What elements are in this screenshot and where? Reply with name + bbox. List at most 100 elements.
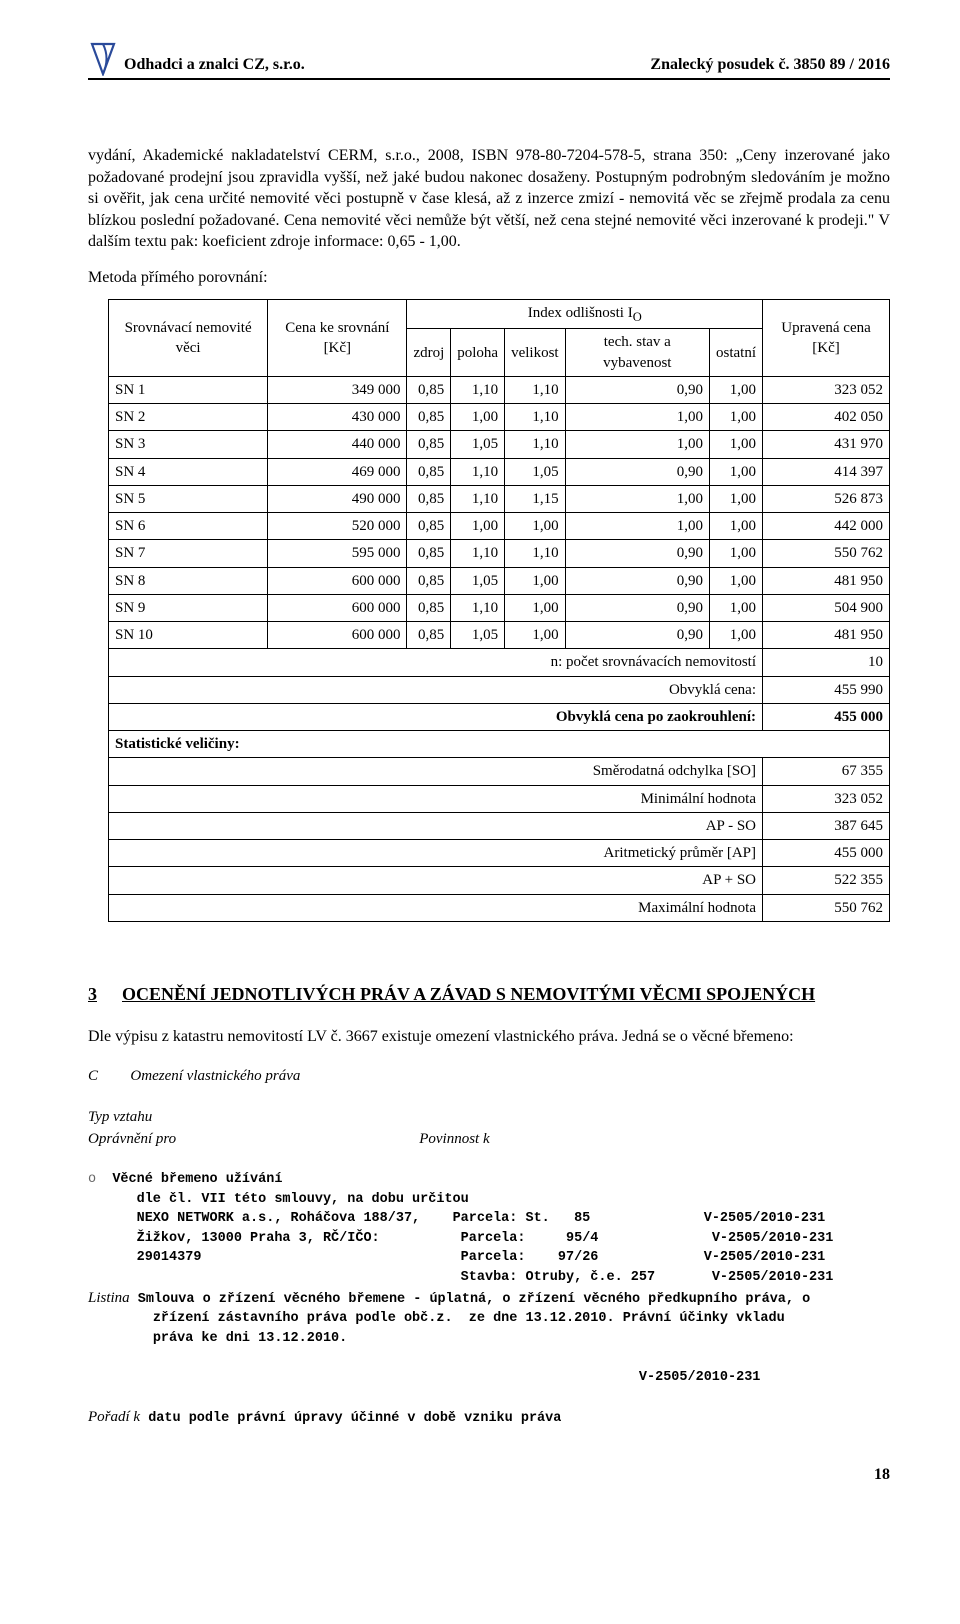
table-row: SN 8600 0000,851,051,000,901,00481 950 [109,567,890,594]
cell-z: 0,85 [407,376,451,403]
scan-l3b: Parcela: 97/26 [461,1250,599,1265]
cell-name: SN 2 [109,404,268,431]
summary-label: Směrodatná odchylka [SO] [109,758,763,785]
intro-paragraph: vydání, Akademické nakladatelství CERM, … [88,145,890,253]
cell-p: 1,10 [451,485,505,512]
summary-value: 550 762 [763,894,890,921]
summary-row: Maximální hodnota550 762 [109,894,890,921]
cell-v: 1,00 [505,567,566,594]
cell-u: 323 052 [763,376,890,403]
summary-value: 10 [763,649,890,676]
cell-t: 0,90 [565,376,709,403]
cell-t: 0,90 [565,594,709,621]
th-ostatni: ostatní [710,329,763,377]
header-company: Odhadci a znalci CZ, s.r.o. [124,54,305,76]
scan-c: C [88,1068,98,1084]
cell-t: 1,00 [565,431,709,458]
cell-o: 1,00 [710,594,763,621]
scan-block: C Omezení vlastnického práva Typ vztahu … [88,1066,890,1429]
summary-label: Obvyklá cena: [109,676,763,703]
cell-z: 0,85 [407,567,451,594]
cell-t: 0,90 [565,540,709,567]
cell-t: 1,00 [565,404,709,431]
table-row: SN 9600 0000,851,101,000,901,00504 900 [109,594,890,621]
cell-v: 1,10 [505,376,566,403]
cell-name: SN 1 [109,376,268,403]
page-header: Odhadci a znalci CZ, s.r.o. Znalecký pos… [88,40,890,80]
cell-name: SN 8 [109,567,268,594]
scan-l3a: 29014379 [137,1250,202,1265]
summary-label: AP + SO [109,867,763,894]
cell-price: 440 000 [268,431,407,458]
scan-pov: Povinnost k [419,1131,489,1147]
cell-price: 469 000 [268,458,407,485]
scan-l4b: Stavba: Otruby, č.e. 257 [461,1270,655,1285]
cell-price: 490 000 [268,485,407,512]
scan-l4c: V-2505/2010-231 [712,1270,834,1285]
cell-o: 1,00 [710,485,763,512]
summary-row: AP - SO387 645 [109,812,890,839]
summary-row: Směrodatná odchylka [SO]67 355 [109,758,890,785]
cell-price: 595 000 [268,540,407,567]
cell-price: 349 000 [268,376,407,403]
summary-value: 455 000 [763,703,890,730]
summary-label: Statistické veličiny: [109,731,890,758]
table-row: SN 6520 0000,851,001,001,001,00442 000 [109,513,890,540]
summary-label: Maximální hodnota [109,894,763,921]
cell-o: 1,00 [710,622,763,649]
th-velikost: velikost [505,329,566,377]
summary-row: AP + SO522 355 [109,867,890,894]
scan-poradi-text: datu podle právní úpravy účinné v době v… [148,1411,561,1426]
scan-listina: Listina [88,1290,130,1306]
cell-o: 1,00 [710,458,763,485]
cell-u: 402 050 [763,404,890,431]
cell-name: SN 6 [109,513,268,540]
summary-row: Minimální hodnota323 052 [109,785,890,812]
cell-p: 1,00 [451,404,505,431]
cell-z: 0,85 [407,404,451,431]
cell-u: 550 762 [763,540,890,567]
scan-title: Omezení vlastnického práva [130,1068,300,1084]
scan-l2a: Žižkov, 13000 Praha 3, RČ/IČO: [137,1231,380,1246]
cell-o: 1,00 [710,404,763,431]
scan-dle: dle čl. VII této smlouvy, na dobu určito… [137,1192,469,1207]
cell-v: 1,00 [505,594,566,621]
summary-row: n: počet srovnávacích nemovitostí10 [109,649,890,676]
cell-u: 504 900 [763,594,890,621]
page-number: 18 [88,1464,890,1486]
th-index: Index odlišnosti IO [407,299,763,329]
summary-value: 455 000 [763,840,890,867]
cell-p: 1,10 [451,376,505,403]
cell-v: 1,00 [505,513,566,540]
cell-p: 1,05 [451,431,505,458]
cell-u: 481 950 [763,622,890,649]
th-upravena: Upravená cena [Kč] [763,299,890,376]
cell-p: 1,10 [451,594,505,621]
scan-typ: Typ vztahu [88,1109,152,1125]
cell-t: 0,90 [565,567,709,594]
scan-l1a: NEXO NETWORK a.s., Roháčova 188/37, [137,1211,421,1226]
cell-t: 0,90 [565,458,709,485]
scan-poradi: Pořadí k [88,1409,140,1425]
summary-label: n: počet srovnávacích nemovitostí [109,649,763,676]
cell-p: 1,05 [451,567,505,594]
cell-v: 1,15 [505,485,566,512]
method-label: Metoda přímého porovnání: [88,267,890,289]
th-poloha: poloha [451,329,505,377]
cell-p: 1,05 [451,622,505,649]
cell-t: 1,00 [565,485,709,512]
cell-name: SN 4 [109,458,268,485]
th-index-label: Index odlišnosti I [528,305,633,321]
cell-name: SN 5 [109,485,268,512]
scan-lt1: Smlouva o zřízení věcného břemene - úpla… [138,1292,810,1307]
th-index-sub: O [633,310,642,324]
cell-p: 1,10 [451,540,505,567]
scan-l1b: Parcela: St. 85 [453,1211,591,1226]
cell-v: 1,10 [505,431,566,458]
cell-t: 1,00 [565,513,709,540]
table-row: SN 5490 0000,851,101,151,001,00526 873 [109,485,890,512]
table-row: SN 2430 0000,851,001,101,001,00402 050 [109,404,890,431]
cell-v: 1,00 [505,622,566,649]
cell-p: 1,00 [451,513,505,540]
cell-o: 1,00 [710,513,763,540]
